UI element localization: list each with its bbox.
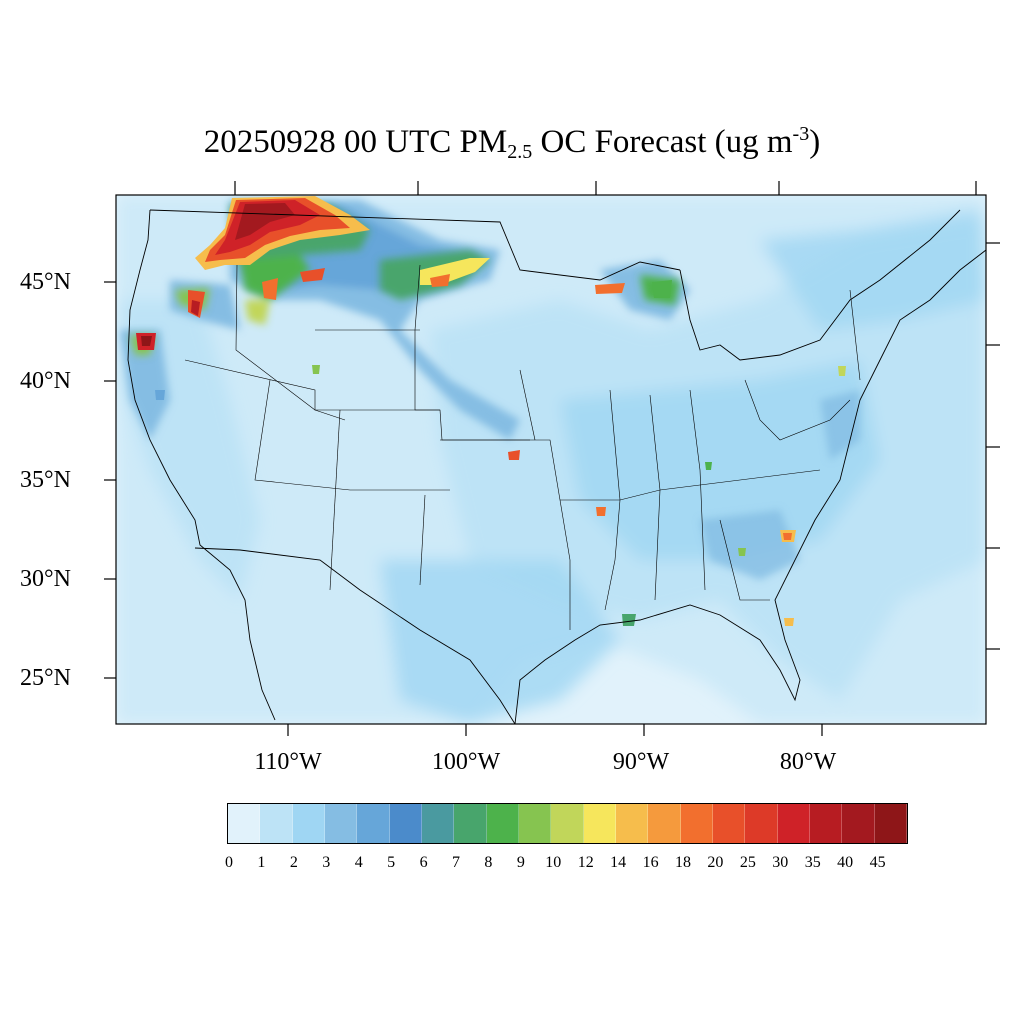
lat-label-30n: 30°N xyxy=(20,566,71,592)
plot-frame xyxy=(115,194,987,725)
colorbar-swatch xyxy=(777,804,810,843)
colorbar-tick-label: 8 xyxy=(484,854,493,871)
colorbar-tick-label: 25 xyxy=(739,854,756,871)
lat-label-45n: 45°N xyxy=(20,269,71,295)
colorbar-tick-label: 18 xyxy=(675,854,691,871)
colorbar-swatch xyxy=(518,804,552,843)
colorbar-tick-label: 1 xyxy=(257,854,266,871)
colorbar-tick-label: 14 xyxy=(610,854,627,871)
colorbar-tick-label: 20 xyxy=(707,854,724,871)
colorbar-swatch xyxy=(486,804,519,843)
colorbar-swatch xyxy=(712,804,746,843)
colorbar-swatch xyxy=(357,804,390,843)
colorbar-tick-label: 12 xyxy=(577,854,594,871)
west-coastline xyxy=(127,209,276,721)
colorbar-swatch xyxy=(324,804,358,843)
colorbar-tick-label: 0 xyxy=(225,854,233,871)
map-title: 20250928 00 UTC PM2.5 OC Forecast (ug m-… xyxy=(203,123,821,163)
colorbar-swatch xyxy=(680,804,713,843)
colorbar-tick-label: 40 xyxy=(837,854,854,871)
gulf-east-coastline xyxy=(514,249,986,724)
colorbar-tick-label: 30 xyxy=(772,854,789,871)
colorbar-swatch xyxy=(421,804,455,843)
colorbar-swatch xyxy=(745,804,778,843)
colorbar-swatch xyxy=(551,804,584,843)
lon-label-90w: 90°W xyxy=(612,749,670,775)
lat-label-25n: 25°N xyxy=(20,665,71,691)
colorbar-swatch xyxy=(648,804,681,843)
colorbar-tick-label: 4 xyxy=(354,854,363,871)
colorbar-swatch xyxy=(389,804,422,843)
colorbar-tick-label: 5 xyxy=(387,854,396,871)
great-lakes-border xyxy=(679,209,961,361)
colorbar-swatch xyxy=(809,804,843,843)
colorbar-tick-label: 35 xyxy=(804,854,821,871)
colorbar-tick-label: 45 xyxy=(869,854,886,871)
colorbar-tick-label: 2 xyxy=(289,854,298,871)
lon-label-100w: 100°W xyxy=(431,749,501,775)
colorbar-tick-label: 6 xyxy=(419,854,428,871)
colorbar-swatch xyxy=(292,804,325,843)
colorbar-tick-label: 16 xyxy=(642,854,659,871)
colorbar-tick-label: 7 xyxy=(452,854,460,871)
mexico-border xyxy=(194,547,516,724)
field-layer-high xyxy=(136,196,846,626)
colorbar-tick-label: 3 xyxy=(322,854,331,871)
colorbar-swatch xyxy=(583,804,616,843)
colorbar-swatch xyxy=(260,804,293,843)
boundary-lines xyxy=(127,209,986,724)
colorbar xyxy=(227,803,908,844)
canada-border xyxy=(149,209,681,281)
lat-label-40n: 40°N xyxy=(20,368,71,394)
concentration-field xyxy=(116,195,986,724)
lon-label-110w: 110°W xyxy=(254,749,322,775)
colorbar-swatch xyxy=(874,804,907,843)
tick-marks xyxy=(104,181,1000,736)
colorbar-swatch xyxy=(842,804,875,843)
colorbar-tick-label: 10 xyxy=(545,854,562,871)
colorbar-swatch xyxy=(615,804,649,843)
colorbar-swatch xyxy=(228,804,261,843)
lat-label-35n: 35°N xyxy=(20,467,71,493)
colorbar-tick-label: 9 xyxy=(516,854,525,871)
lon-label-80w: 80°W xyxy=(779,749,837,775)
colorbar-swatch xyxy=(454,804,487,843)
